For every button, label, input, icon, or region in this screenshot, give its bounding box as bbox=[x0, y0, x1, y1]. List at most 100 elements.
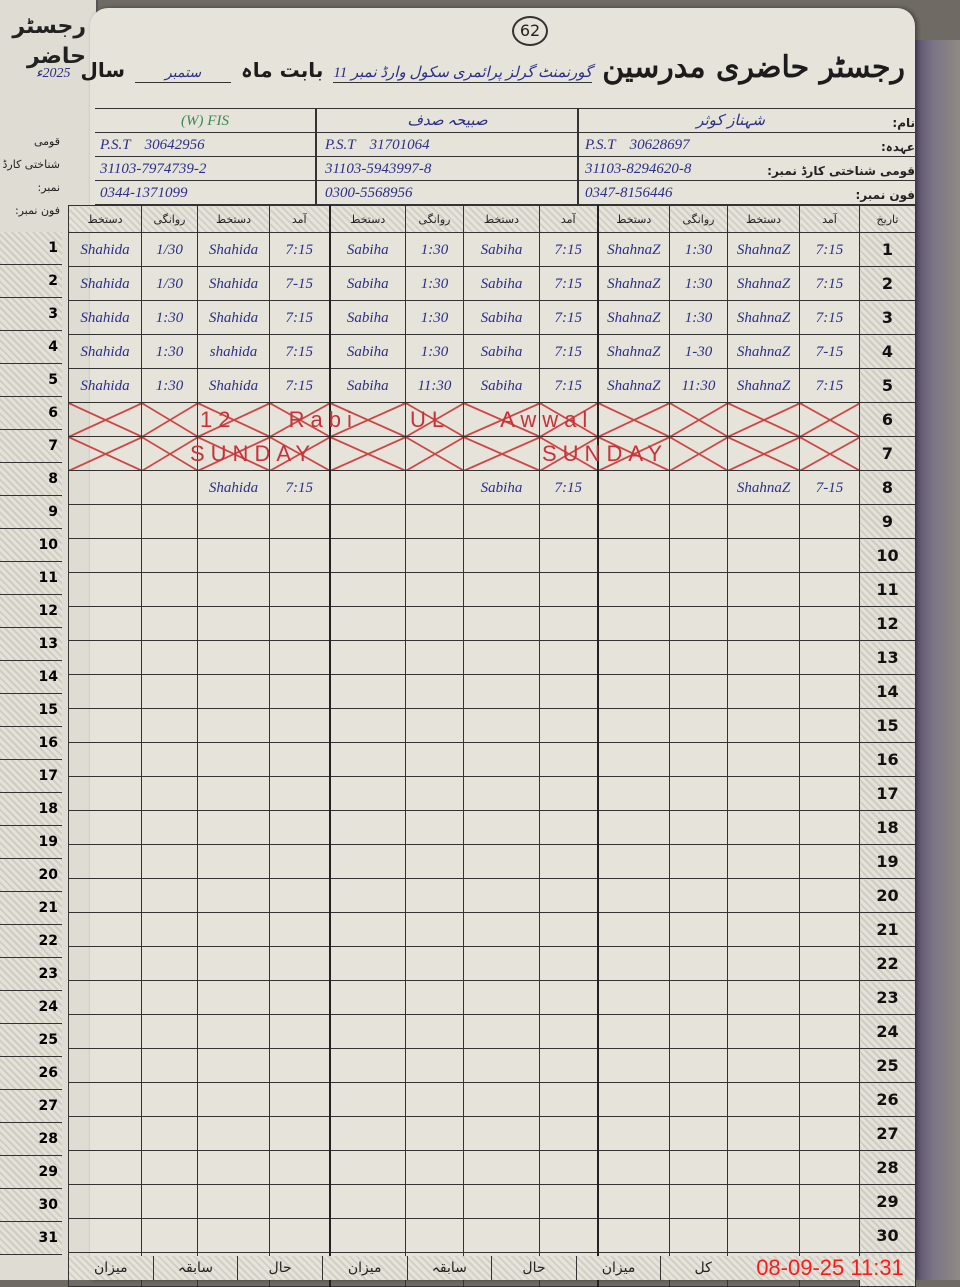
signature-cell bbox=[596, 572, 670, 607]
arrival-cell bbox=[269, 538, 330, 573]
teacher-signature: Shahida bbox=[208, 242, 259, 258]
departure-cell: 1:30 bbox=[141, 300, 198, 335]
signature-cell bbox=[727, 572, 800, 607]
signature-cell bbox=[596, 742, 670, 777]
left-phone-label: فون نمبر: bbox=[14, 204, 60, 217]
arrival-cell bbox=[539, 436, 598, 471]
departure-cell bbox=[141, 436, 198, 471]
signature-cell bbox=[68, 1014, 142, 1049]
departure-cell bbox=[141, 810, 198, 845]
column-header-arrival: آمد bbox=[539, 205, 598, 233]
departure-time: 11:30 bbox=[681, 378, 716, 394]
departure-cell bbox=[669, 572, 728, 607]
departure-cell bbox=[669, 640, 728, 675]
signature-cell bbox=[197, 844, 270, 879]
departure-cell bbox=[669, 878, 728, 913]
departure-time: 1:30 bbox=[420, 310, 449, 326]
signature-cell bbox=[328, 946, 406, 981]
teacher-signature: ShahnaZ bbox=[607, 344, 661, 360]
signature-cell bbox=[727, 436, 800, 471]
departure-cell bbox=[141, 946, 198, 981]
table-row: 3 7:15 ShahnaZ 1:30 ShahnaZ 7:15 Sabiha 1:30 Sab… bbox=[68, 300, 916, 335]
teacher-signature: Sabiha bbox=[480, 310, 523, 326]
arrival-cell bbox=[539, 1048, 598, 1083]
signature-cell bbox=[197, 810, 270, 845]
arrival-cell bbox=[539, 1184, 598, 1219]
signature-cell bbox=[197, 708, 270, 743]
column-header-signature: دستخط bbox=[596, 205, 670, 233]
departure-cell bbox=[141, 1184, 198, 1219]
signature-cell: ShahnaZ bbox=[596, 334, 670, 369]
arrival-cell bbox=[539, 606, 598, 641]
departure-cell bbox=[669, 708, 728, 743]
holiday-note-rabi-ul-awwal: 12 Rabi UL Awwal bbox=[200, 406, 594, 432]
departure-time: 1:30 bbox=[155, 310, 184, 326]
signature-cell: Sabiha bbox=[328, 300, 406, 335]
left-page-day: 30 bbox=[0, 1189, 62, 1222]
sunday-note: SUNDAY bbox=[190, 440, 317, 466]
signature-cell bbox=[727, 1116, 800, 1151]
teacher-phone: 0300-5568956 bbox=[325, 185, 413, 201]
signature-cell: ShahnaZ bbox=[596, 266, 670, 301]
signature-cell bbox=[596, 980, 670, 1015]
signature-cell bbox=[328, 810, 406, 845]
signature-cell bbox=[197, 436, 270, 471]
teacher-cnic: 31103-8294620-8 bbox=[585, 161, 692, 177]
signature-cell bbox=[68, 436, 142, 471]
departure-cell bbox=[669, 1116, 728, 1151]
teacher-signature: Sabiha bbox=[480, 378, 523, 394]
signature-cell bbox=[463, 980, 540, 1015]
signature-cell bbox=[68, 1082, 142, 1117]
teacher-name: (W) FIS bbox=[181, 113, 229, 129]
table-row: 14 bbox=[68, 674, 916, 709]
signature-cell bbox=[197, 640, 270, 675]
table-row: 6 bbox=[68, 402, 916, 437]
date-cell: 1 bbox=[859, 232, 916, 267]
date-cell: 21 bbox=[859, 912, 916, 947]
left-page-day: 5 bbox=[0, 364, 62, 397]
table-row: 21 bbox=[68, 912, 916, 947]
teacher-name: صبیحہ صدف bbox=[407, 113, 488, 129]
departure-cell bbox=[141, 1014, 198, 1049]
teacher-signature: ShahnaZ bbox=[736, 242, 791, 258]
departure-time: 11:30 bbox=[417, 378, 452, 394]
left-page-day: 22 bbox=[0, 925, 62, 958]
arrival-cell bbox=[799, 1116, 860, 1151]
departure-cell bbox=[669, 742, 728, 777]
departure-cell bbox=[141, 1218, 198, 1253]
signature-cell bbox=[463, 640, 540, 675]
departure-cell bbox=[141, 470, 198, 505]
arrival-cell bbox=[269, 810, 330, 845]
left-page-day: 23 bbox=[0, 958, 62, 991]
departure-cell bbox=[141, 538, 198, 573]
signature-cell bbox=[328, 640, 406, 675]
departure-cell: 1:30 bbox=[141, 368, 198, 403]
arrival-cell: 7-15 bbox=[799, 334, 860, 369]
signature-cell bbox=[328, 436, 406, 471]
arrival-cell bbox=[799, 1150, 860, 1185]
arrival-time: 7:15 bbox=[285, 242, 314, 258]
name-label: نام: bbox=[892, 116, 915, 130]
month-value: ستمبر bbox=[135, 65, 232, 83]
arrival-time: 7:15 bbox=[554, 344, 583, 360]
footer-label: میزان bbox=[321, 1256, 407, 1280]
departure-time: 1/30 bbox=[156, 276, 183, 292]
left-page-day: 4 bbox=[0, 331, 62, 364]
left-page-day: 31 bbox=[0, 1222, 62, 1255]
signature-cell bbox=[596, 606, 670, 641]
teacher-signature: Sabiha bbox=[346, 310, 389, 326]
arrival-cell bbox=[799, 1048, 860, 1083]
signature-cell bbox=[727, 810, 800, 845]
signature-cell bbox=[727, 980, 800, 1015]
teacher-signature: ShahnaZ bbox=[736, 378, 791, 394]
teacher-signature: ShahnaZ bbox=[736, 480, 791, 496]
signature-cell bbox=[68, 742, 142, 777]
column-header-signature: دستخط bbox=[328, 205, 406, 233]
departure-cell bbox=[141, 708, 198, 743]
arrival-cell bbox=[539, 1150, 598, 1185]
left-page-day-column: 1 2 3 4 5 6 7 8 9 10 11 12 13 14 15 16 17 18 19 20 21 22 23 24 2… bbox=[0, 232, 62, 1255]
arrival-cell bbox=[799, 776, 860, 811]
departure-cell bbox=[141, 1150, 198, 1185]
arrival-time: 7:15 bbox=[285, 480, 314, 496]
arrival-cell bbox=[539, 878, 598, 913]
